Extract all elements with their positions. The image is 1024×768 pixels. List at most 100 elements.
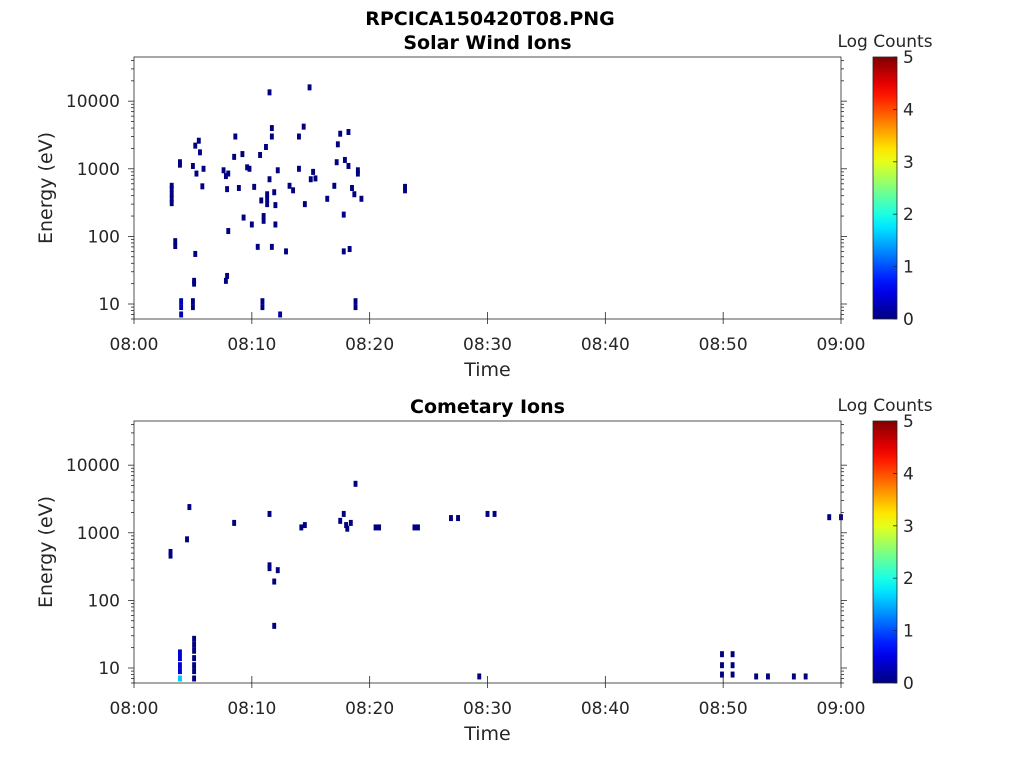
x-tick-label: 08:40	[581, 335, 630, 355]
data-point	[194, 170, 199, 177]
x-tick-label: 08:00	[110, 335, 159, 355]
x-tick-label: 08:40	[581, 699, 630, 719]
data-point	[179, 298, 184, 305]
data-point	[192, 635, 197, 642]
data-point	[342, 156, 347, 163]
data-point	[284, 248, 288, 255]
data-point	[730, 651, 735, 658]
data-point	[269, 243, 274, 250]
data-point	[373, 524, 378, 531]
colorbar-tick-label: 4	[903, 100, 914, 120]
data-point	[720, 651, 724, 658]
y-tick-label: 10	[98, 295, 120, 315]
data-point	[178, 662, 182, 669]
data-point	[192, 641, 197, 648]
data-point	[278, 311, 283, 318]
data-point	[226, 228, 231, 235]
data-point	[338, 517, 343, 524]
data-point	[346, 162, 351, 169]
data-point	[332, 182, 337, 189]
data-point	[297, 165, 301, 172]
data-point	[347, 246, 352, 253]
data-point	[311, 168, 316, 175]
data-point	[178, 655, 182, 662]
data-point	[168, 548, 173, 555]
data-point	[201, 165, 206, 172]
data-point	[302, 201, 307, 208]
data-point	[355, 167, 360, 174]
data-point	[225, 272, 230, 279]
data-point	[272, 189, 277, 196]
colorbar-tick-label: 3	[903, 517, 914, 537]
data-point	[720, 662, 724, 669]
data-point	[492, 510, 497, 517]
y-tick-label: 1000	[77, 524, 120, 544]
data-point	[308, 176, 313, 183]
data-point	[223, 173, 228, 180]
data-point	[765, 673, 770, 680]
panel-title: Solar Wind Ions	[403, 32, 571, 54]
data-point	[348, 519, 353, 526]
data-point	[173, 238, 178, 245]
data-point	[265, 201, 270, 208]
data-point	[338, 130, 343, 137]
data-point	[302, 522, 307, 529]
y-tick-label: 100	[88, 591, 120, 611]
x-tick-label: 09:00	[817, 335, 866, 355]
data-point	[240, 151, 245, 158]
data-point	[255, 243, 260, 250]
data-point	[269, 133, 274, 140]
data-point	[192, 647, 197, 654]
colorbar-tick-label: 0	[903, 674, 914, 694]
data-point	[485, 510, 490, 517]
data-point	[198, 149, 202, 156]
data-point	[192, 655, 197, 662]
x-tick-label: 08:50	[699, 699, 748, 719]
data-point	[403, 187, 407, 194]
data-point	[267, 565, 272, 572]
data-point	[265, 195, 270, 202]
colorbar-tick-label: 5	[903, 48, 914, 68]
data-point	[232, 519, 237, 526]
data-point	[449, 515, 453, 522]
x-tick-label: 08:00	[110, 699, 159, 719]
data-point	[252, 183, 257, 190]
panels: Solar Wind Ions 08:00 08:10 08:20 08:30 08:40…	[35, 32, 933, 745]
data-point	[226, 170, 231, 177]
data-point	[261, 217, 266, 224]
data-point	[291, 187, 296, 194]
data-point	[353, 480, 358, 487]
data-point	[169, 195, 174, 202]
data-point	[344, 522, 349, 529]
data-point	[341, 211, 346, 218]
x-axis-label: Time	[463, 723, 511, 745]
data-point	[179, 311, 184, 318]
x-tick-label: 08:20	[345, 699, 394, 719]
colorbar-label: Log Counts	[837, 32, 932, 52]
data-point	[245, 164, 250, 171]
data-point	[325, 195, 330, 202]
data-point	[730, 662, 735, 669]
data-point	[190, 162, 195, 169]
data-point	[352, 191, 357, 198]
x-tick-label: 08:10	[227, 699, 276, 719]
data-point	[350, 184, 354, 191]
colorbar-tick-label: 2	[903, 205, 914, 225]
x-tick-label: 08:50	[699, 335, 748, 355]
panel-1: Solar Wind Ions 08:00 08:10 08:20 08:30 08:40…	[35, 32, 933, 381]
data-point	[341, 510, 346, 517]
data-point	[346, 128, 351, 135]
data-point	[335, 141, 340, 148]
data-point	[477, 673, 482, 680]
data-point	[178, 675, 182, 682]
data-point	[192, 668, 197, 675]
data-point	[247, 165, 252, 172]
data-point	[273, 202, 278, 209]
data-point	[190, 298, 195, 305]
data-points	[168, 480, 843, 682]
panel-2: Cometary Ions 08:00 08:10 08:20 08:30 08:40 08…	[35, 396, 933, 745]
data-point	[267, 89, 272, 96]
data-point	[359, 195, 364, 202]
data-point	[193, 250, 198, 257]
